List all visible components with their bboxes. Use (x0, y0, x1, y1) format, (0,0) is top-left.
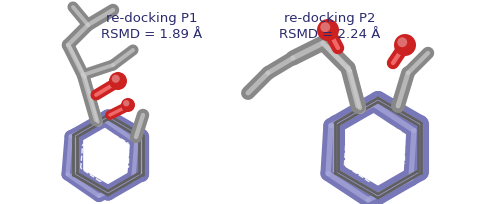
Circle shape (109, 72, 127, 90)
Text: re-docking P1: re-docking P1 (106, 12, 198, 25)
Circle shape (123, 100, 129, 106)
Circle shape (394, 34, 416, 56)
Text: RSMD = 2.24 Å: RSMD = 2.24 Å (279, 28, 380, 41)
Text: RSMD = 1.89 Å: RSMD = 1.89 Å (102, 28, 203, 41)
Circle shape (121, 98, 135, 112)
Circle shape (317, 19, 339, 41)
Circle shape (397, 37, 407, 47)
Circle shape (320, 22, 330, 32)
Text: re-docking P2: re-docking P2 (284, 12, 376, 25)
Circle shape (112, 75, 120, 83)
